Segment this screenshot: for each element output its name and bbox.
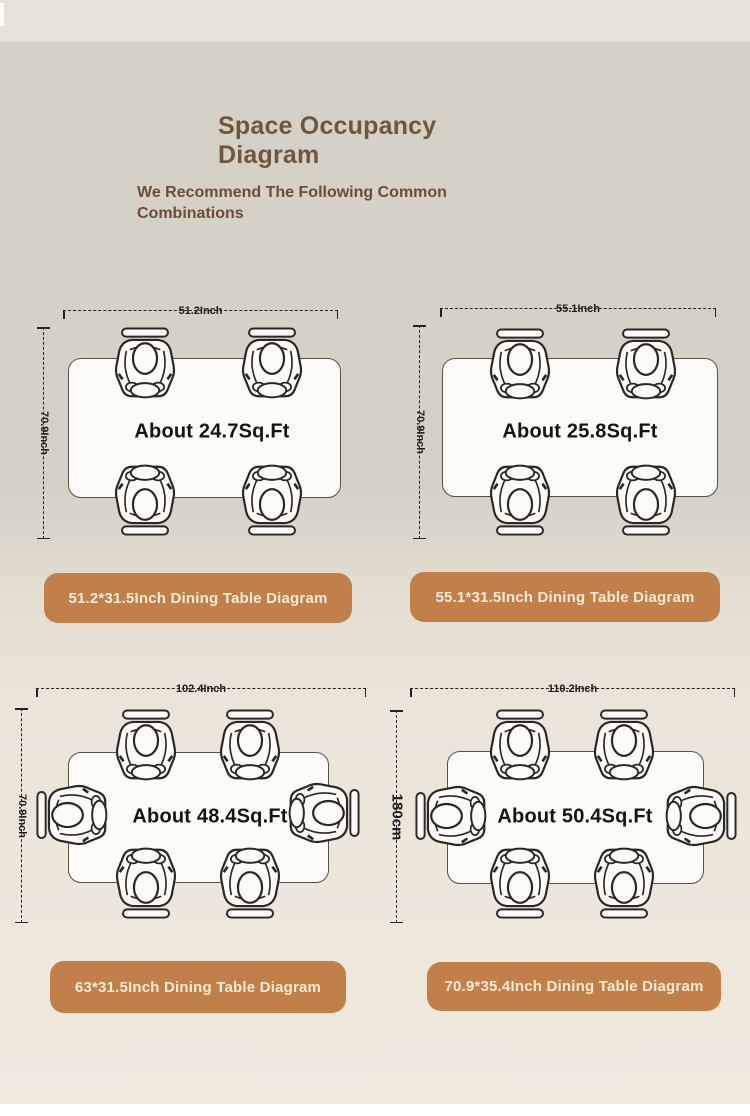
seated-person-icon <box>615 464 677 536</box>
seated-person-icon <box>241 464 303 536</box>
seated-person-icon <box>593 847 655 919</box>
seated-person-icon <box>415 785 487 847</box>
height-dimension-line: 70.9Inch <box>37 327 50 539</box>
table-size-caption: 55.1*31.5Inch Dining Table Diagram <box>410 572 720 622</box>
seated-person-icon <box>219 709 281 781</box>
page-title: Space Occupancy Diagram <box>218 112 437 169</box>
width-dimension-line: 51.2Inch <box>63 305 338 319</box>
width-dimension-line: 110.2Inch <box>410 683 735 697</box>
area-label: About 24.7Sq.Ft <box>134 420 290 443</box>
page-subtitle: We Recommend The Following Common Combin… <box>137 184 447 222</box>
height-dimension-line: 70.9Inch <box>413 325 426 539</box>
area-label: About 25.8Sq.Ft <box>502 420 658 443</box>
seated-person-icon <box>489 464 551 536</box>
width-dimension-line: 102.4Inch <box>36 683 366 697</box>
seated-person-icon <box>115 847 177 919</box>
width-dimension-label: 110.2Inch <box>547 683 598 695</box>
seated-person-icon <box>115 709 177 781</box>
seated-person-icon <box>489 847 551 919</box>
seated-person-icon <box>288 782 360 844</box>
width-dimension-label: 102.4Inch <box>175 683 227 695</box>
width-dimension-line: 55.1Inch <box>440 303 716 317</box>
dining-table <box>68 752 329 883</box>
area-label: About 48.4Sq.Ft <box>132 805 288 828</box>
seated-person-icon <box>665 785 737 847</box>
width-dimension-label: 51.2Inch <box>178 305 223 317</box>
seated-person-icon <box>36 784 108 846</box>
width-dimension-label: 55.1Inch <box>555 303 601 315</box>
seated-person-icon <box>489 328 551 400</box>
height-dimension-label: 70.9Inch <box>16 793 28 838</box>
area-label: About 50.4Sq.Ft <box>497 805 653 828</box>
table-size-caption: 70.9*35.4Inch Dining Table Diagram <box>427 962 721 1011</box>
height-dimension-line: 180cm <box>389 710 406 923</box>
seated-person-icon <box>114 464 176 536</box>
header-strip <box>0 0 750 42</box>
height-dimension-label: 70.9Inch <box>38 410 50 456</box>
height-dimension-label: 180cm <box>388 793 406 840</box>
height-dimension-line: 70.9Inch <box>15 708 28 923</box>
table-size-caption: 63*31.5Inch Dining Table Diagram <box>50 961 346 1013</box>
seated-person-icon <box>593 709 655 781</box>
height-dimension-label: 70.9Inch <box>414 409 426 455</box>
seated-person-icon <box>241 327 303 399</box>
seated-person-icon <box>219 847 281 919</box>
table-size-caption: 51.2*31.5Inch Dining Table Diagram <box>44 573 352 623</box>
seated-person-icon <box>114 327 176 399</box>
footer-strip <box>0 1104 750 1116</box>
seated-person-icon <box>489 709 551 781</box>
seated-person-icon <box>615 328 677 400</box>
dining-table <box>447 751 704 884</box>
corner-notch <box>0 3 4 26</box>
